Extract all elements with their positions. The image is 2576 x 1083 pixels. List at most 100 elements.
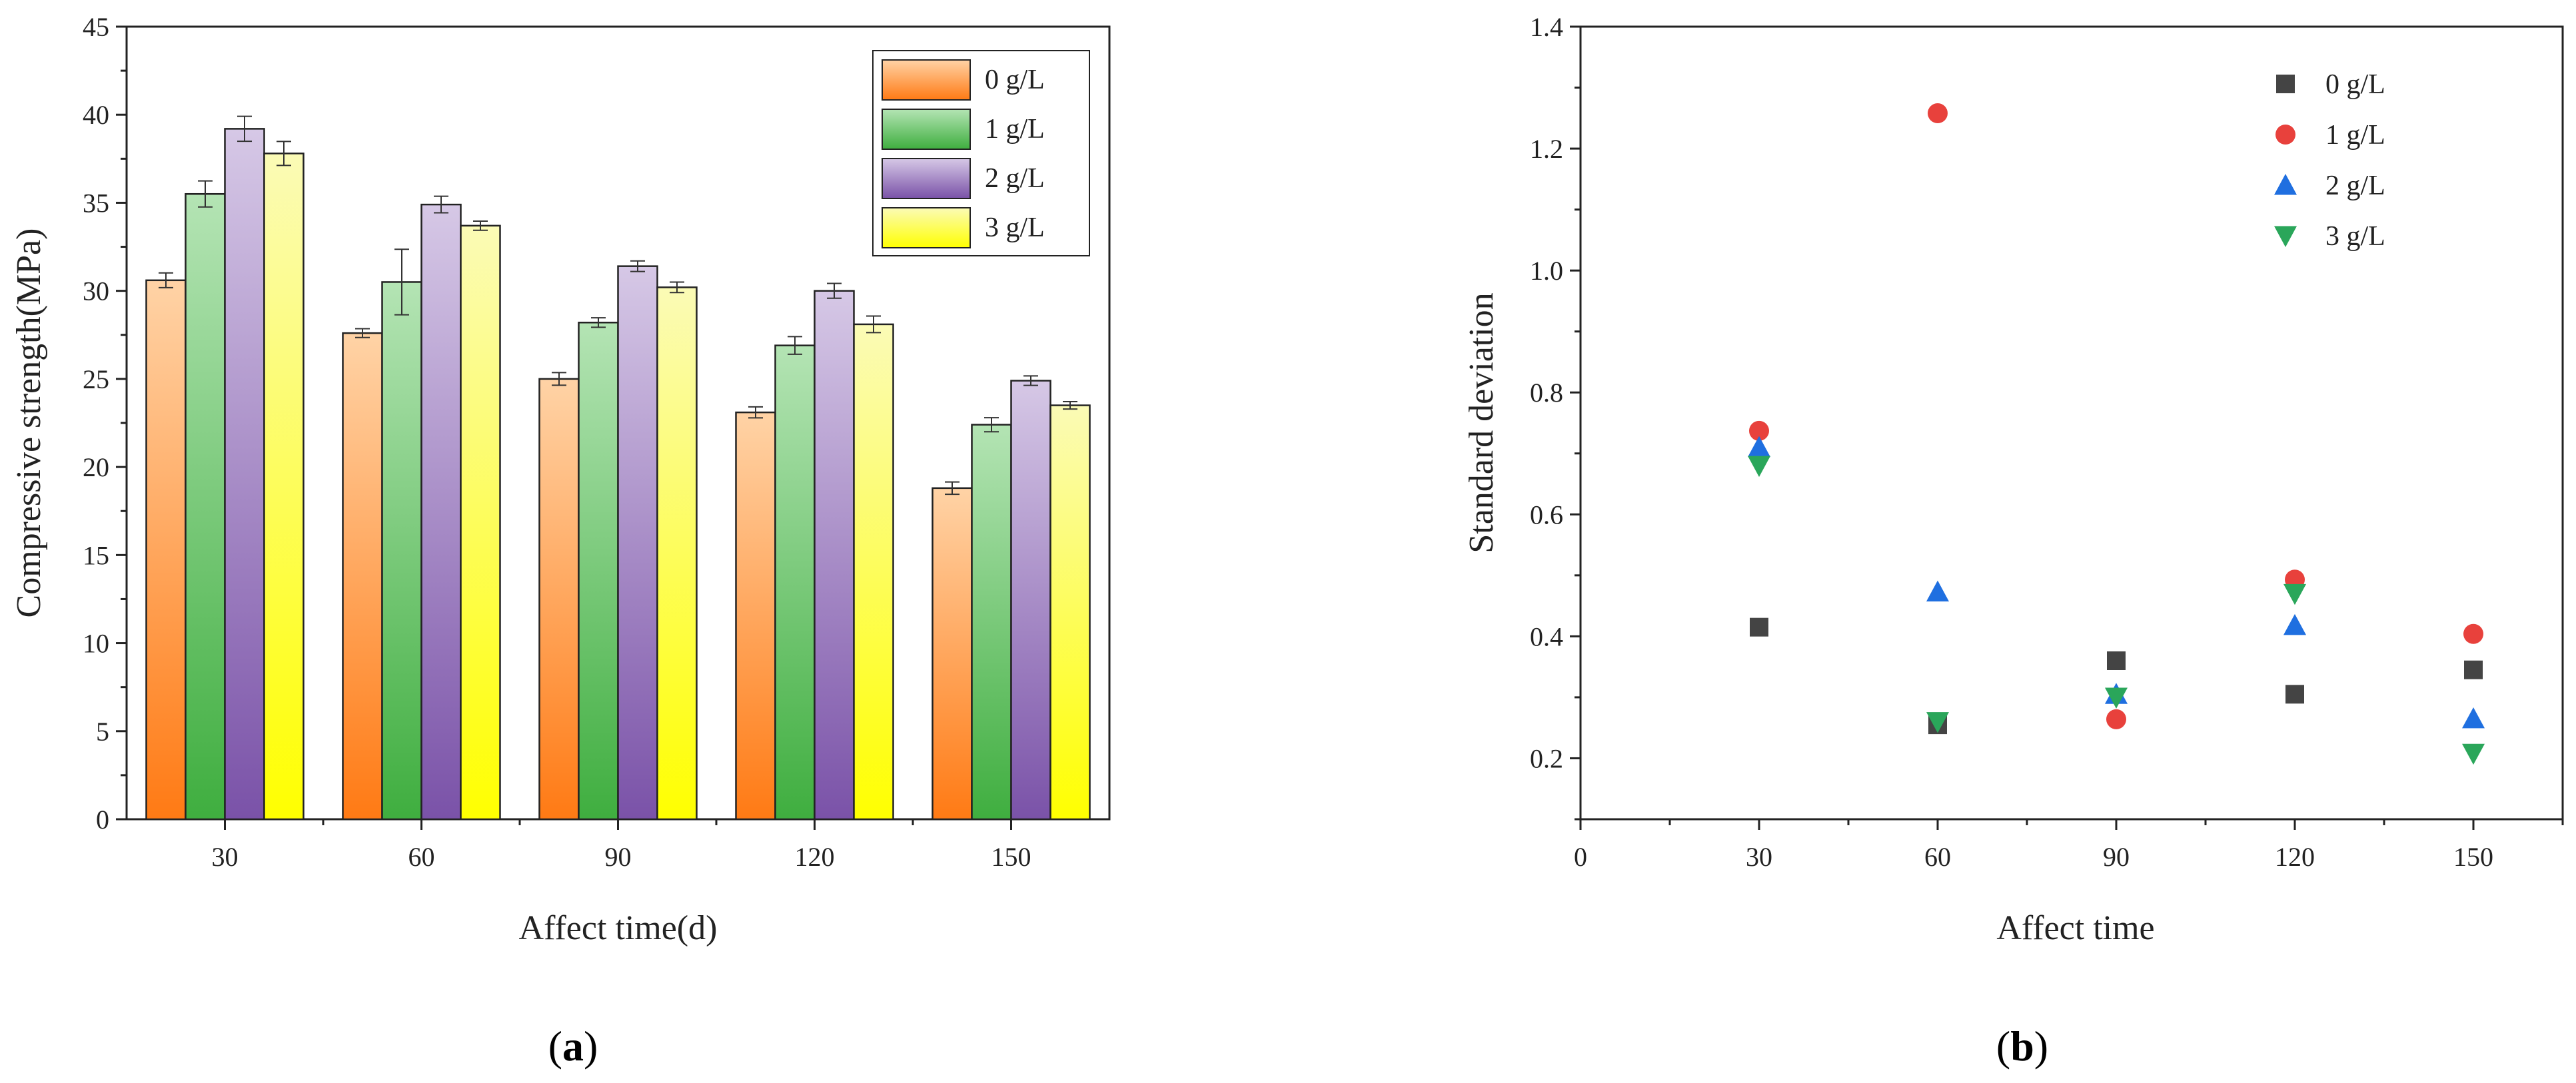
panel-a-y-axis-title: Compressive strength(MPa) <box>10 228 48 618</box>
panel-b-y-tick-label: 0.4 <box>1530 621 1563 651</box>
panel-a-error-bar <box>945 481 960 496</box>
panel-a-error-bar <box>591 317 606 328</box>
panel-a-legend-swatch <box>882 207 971 248</box>
panel-b-x-tick-label: 120 <box>2275 842 2315 872</box>
panel-a-error-bar <box>1023 375 1038 386</box>
panel-a-error-bar <box>827 282 842 299</box>
panel-b-point <box>2283 583 2306 605</box>
panel-a-y-tick-label: 30 <box>83 276 109 306</box>
panel-b-legend-marker <box>2274 226 2297 247</box>
panel-b-legend-marker <box>2276 75 2295 93</box>
panel-a-y-tick-label: 0 <box>96 805 109 835</box>
panel-b-point <box>2107 651 2126 670</box>
panel-a-legend-label: 0 g/L <box>985 65 1045 95</box>
panel-b-y-tick-label: 1.4 <box>1530 12 1563 42</box>
panel-b-point <box>1926 712 1949 733</box>
panel-b-y-tick-label: 0.6 <box>1530 500 1563 530</box>
panel-b-x-tick-label: 0 <box>1574 842 1587 872</box>
panel-a-error-bar <box>788 336 802 355</box>
panel-a-error-bar <box>198 180 213 208</box>
panel-b-point <box>1749 420 1769 441</box>
panel-b-point <box>1926 580 1949 602</box>
panel-b-point <box>1928 103 1948 123</box>
panel-a-y-tick-label: 15 <box>83 540 109 570</box>
panel-a-bar <box>145 279 187 821</box>
panel-b-legend-label: 2 g/L <box>2325 171 2385 201</box>
panel-b-point <box>1750 617 1768 637</box>
panel-b-point <box>1748 456 1770 478</box>
panel-a-y-tick-label: 40 <box>83 100 109 130</box>
panel-a-x-tick-label: 150 <box>991 842 1031 872</box>
panel-a-label: (a) <box>548 1022 598 1070</box>
panel-a-legend-label: 1 g/L <box>985 114 1045 145</box>
panel-a-bar <box>1010 380 1051 821</box>
panel-a-bar <box>420 203 462 821</box>
panel-a-x-tick-label: 30 <box>212 842 239 872</box>
panel-a-bar <box>342 332 383 821</box>
panel-b-legend-marker <box>2275 125 2295 145</box>
panel-a-y-tick-label: 5 <box>96 717 109 747</box>
panel-a-bar <box>853 323 894 821</box>
panel-b-y-tick-label: 0.2 <box>1530 743 1563 773</box>
panel-b-legend-marker <box>2274 174 2297 195</box>
panel-b-legend-label: 1 g/L <box>2325 120 2385 151</box>
panel-b-point <box>2462 707 2485 729</box>
panel-b-plot-frame <box>1579 25 2564 821</box>
panel-a-error-bar <box>394 248 409 316</box>
panel-a-error-bar <box>1063 401 1077 410</box>
panel-a-bar <box>460 224 501 821</box>
panel-b-point <box>2463 623 2483 644</box>
panel-b-y-axis-title: Standard deviation <box>1463 292 1501 553</box>
panel-a-bar <box>185 192 226 821</box>
panel-b-legend-label: 0 g/L <box>2325 69 2385 100</box>
panel-a-legend-swatch <box>882 109 971 150</box>
panel-a-error-bar <box>670 281 684 294</box>
panel-a-bar <box>971 424 1012 821</box>
panel-a-error-bar <box>277 141 291 167</box>
panel-a-error-bar <box>866 315 881 334</box>
panel-a-bar <box>814 290 855 821</box>
panel-a-error-bar <box>984 417 999 433</box>
panel-b-point <box>2105 687 2128 709</box>
panel-b-x-axis-title: Affect time <box>1996 909 2154 947</box>
panel-a-y-tick-label: 25 <box>83 364 109 394</box>
panel-b-x-tick-label: 60 <box>1924 842 1951 872</box>
panel-b-legend: 0 g/L 1 g/L 2 g/L 3 g/L <box>2274 69 2385 252</box>
panel-a-y-tick-label: 10 <box>83 629 109 659</box>
panel-b-y-tick-label: 0.8 <box>1530 378 1563 408</box>
panel-a-bar <box>538 378 580 821</box>
panel-a-error-bar <box>434 195 448 214</box>
panel-b-point <box>2106 709 2126 729</box>
panel-b-scatter-chart: 0.2 0.4 0.6 0.8 1.0 1.2 1.4 0 30 60 90 120 150 0 g/… <box>1463 12 2564 1070</box>
panel-a-error-bar <box>630 260 645 272</box>
panel-a-y-tick-label: 45 <box>83 12 109 42</box>
panel-a-bar-chart: 0 5 10 15 20 25 30 35 40 45 30 60 90 120 150 0 g/L 1 g… <box>10 12 1111 1070</box>
panel-a-x-axis-title: Affect time(d) <box>519 909 718 947</box>
panel-a-legend-label: 3 g/L <box>985 212 1045 243</box>
panel-b-point <box>1748 436 1770 458</box>
panel-a-x-tick-label: 120 <box>795 842 835 872</box>
panel-b-x-tick-label: 30 <box>1746 842 1772 872</box>
panel-b-point <box>2283 613 2306 635</box>
panel-a-y-tick-label: 35 <box>83 188 109 218</box>
panel-b-x-tick-label: 150 <box>2453 842 2493 872</box>
panel-a-bar <box>381 281 422 821</box>
panel-a-bar <box>735 411 776 821</box>
panel-a-legend-label: 2 g/L <box>985 163 1045 194</box>
panel-a-error-bar <box>355 328 370 338</box>
panel-a-bar <box>774 344 816 821</box>
panel-a-legend: 0 g/L 1 g/L 2 g/L 3 g/L <box>872 50 1090 256</box>
panel-a-y-tick-label: 20 <box>83 452 109 482</box>
panel-b-point <box>2285 685 2304 704</box>
panel-a-bar <box>656 286 698 821</box>
panel-a-error-bar <box>552 372 566 386</box>
panel-b-point <box>2464 660 2483 679</box>
panel-a-x-tick-label: 90 <box>605 842 632 872</box>
panel-a-x-tick-label: 60 <box>408 842 435 872</box>
panel-b-x-tick-label: 90 <box>2103 842 2130 872</box>
panel-a-bar <box>578 322 619 821</box>
panel-a-legend-swatch <box>882 59 971 101</box>
panel-a-bar <box>224 128 265 821</box>
panel-a-bar <box>1049 404 1091 821</box>
